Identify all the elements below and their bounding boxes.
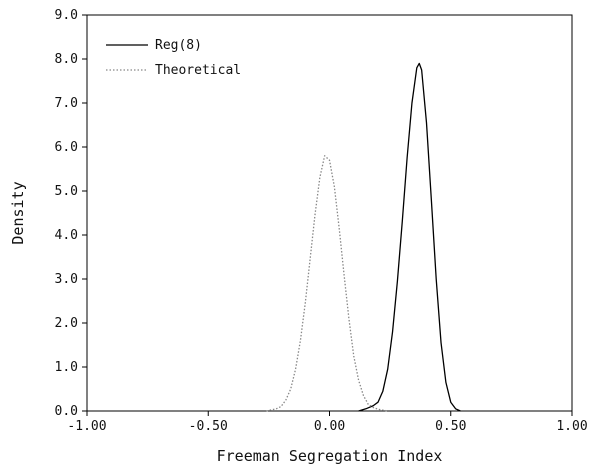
y-tick-label: 9.0: [55, 8, 78, 23]
y-tick-label: 5.0: [55, 184, 78, 199]
y-tick-label: 1.0: [55, 360, 78, 375]
series-lines: [266, 62, 461, 412]
y-tick-label: 2.0: [55, 316, 78, 331]
y-tick-label: 0.0: [55, 404, 78, 419]
y-axis-title: Density: [9, 181, 27, 244]
axis-ticks: -1.00 -0.50 0.00 0.50 1.00 0.0 1.0 2.0 3.0 4.0 5.0…: [55, 8, 588, 434]
y-tick-label: 3.0: [55, 272, 78, 287]
x-tick-label: 0.00: [314, 419, 345, 434]
y-tick-label: 8.0: [55, 52, 78, 67]
legend: Reg(8) Theoretical: [106, 38, 241, 78]
series-line-theoretical: [266, 155, 388, 412]
series-line-reg-8: [358, 62, 461, 412]
y-tick-label: 6.0: [55, 140, 78, 155]
x-tick-label: 0.50: [435, 419, 466, 434]
y-tick-label: 7.0: [55, 96, 78, 111]
x-tick-label: -0.50: [189, 419, 228, 434]
legend-label-theoretical: Theoretical: [155, 63, 241, 78]
y-tick-label: 4.0: [55, 228, 78, 243]
x-tick-label: 1.00: [556, 419, 587, 434]
x-tick-label: -1.00: [67, 419, 106, 434]
legend-label-reg8: Reg(8): [155, 38, 202, 53]
x-axis-title: Freeman Segregation Index: [217, 447, 443, 465]
